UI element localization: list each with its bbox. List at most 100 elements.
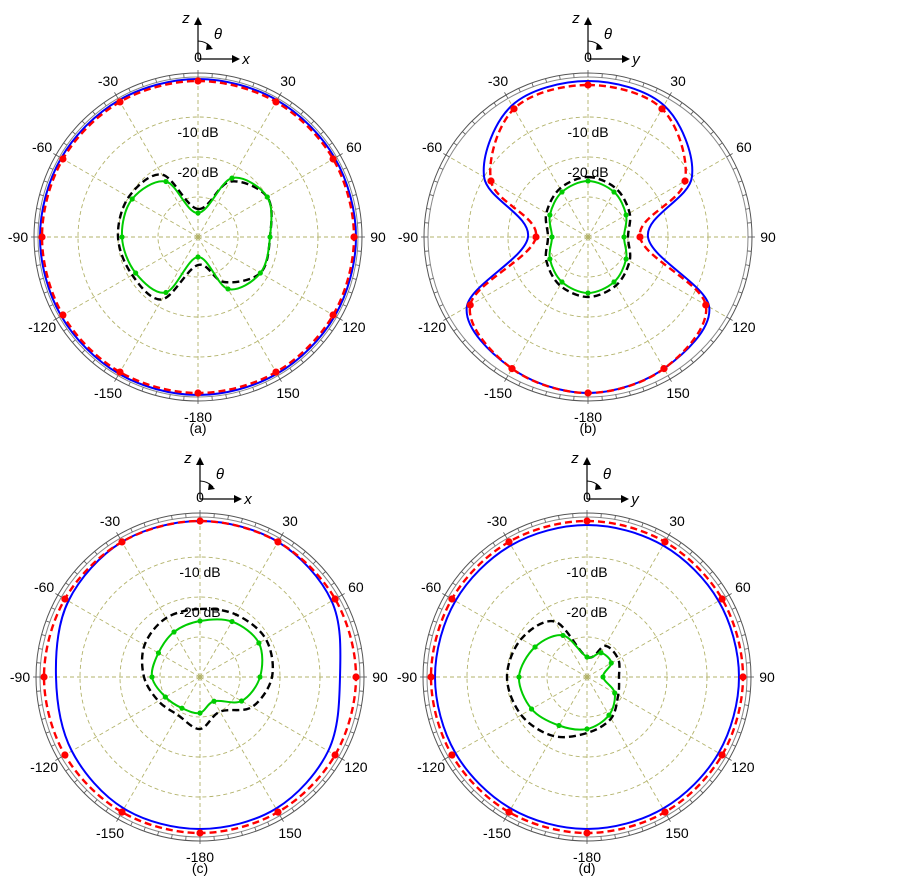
angle-tick: [519, 88, 521, 92]
angle-tick: [426, 209, 430, 210]
series-point: [467, 301, 474, 308]
angle-tick: [95, 551, 98, 554]
series-point: [556, 723, 561, 728]
series-point: [510, 105, 517, 112]
angle-tick-label: -90: [398, 229, 418, 245]
series-point: [636, 233, 643, 240]
angle-tick: [239, 79, 240, 83]
angle-tick-label: 30: [282, 513, 298, 529]
angle-tick: [49, 168, 53, 170]
angle-tick-label: 90: [370, 229, 386, 245]
arrowhead-right-icon: [622, 55, 630, 63]
angle-tick: [737, 621, 741, 622]
ring-label: -20 dB: [566, 604, 607, 620]
angle-tick: [737, 732, 741, 733]
series-point: [505, 538, 512, 545]
series-point: [658, 105, 665, 112]
series-point: [584, 726, 589, 731]
angle-tick: [142, 83, 143, 87]
series-point: [59, 155, 66, 162]
angle-tick: [559, 835, 560, 839]
angle-tick: [546, 79, 547, 83]
series-point: [171, 629, 176, 634]
angle-tick: [494, 368, 496, 371]
angle-tick: [329, 329, 332, 331]
series-point: [196, 829, 203, 836]
angle-tick-label: -120: [417, 759, 445, 775]
angle-tick-label: -90: [8, 229, 28, 245]
series-line-3: [152, 619, 263, 713]
series-point: [149, 674, 154, 679]
angle-tick: [738, 181, 742, 182]
series-point: [549, 234, 554, 239]
angle-tick-label: -60: [34, 579, 54, 595]
series-point: [119, 234, 124, 239]
angle-tick-label: 150: [666, 385, 690, 401]
angle-tick: [745, 705, 749, 706]
arrowhead-right-icon: [232, 55, 240, 63]
angle-tick: [355, 635, 359, 636]
angle-tick: [655, 822, 657, 826]
angle-tick: [616, 395, 617, 399]
angle-tick-label: -150: [484, 385, 512, 401]
radial-grid-line: [198, 237, 278, 376]
angle-tick: [482, 551, 485, 554]
series-point: [508, 365, 515, 372]
angle-tick: [429, 635, 433, 636]
angle-tick: [471, 790, 474, 793]
angle-tick: [743, 278, 747, 279]
series-point: [194, 389, 201, 396]
angle-tick: [628, 519, 629, 523]
angle-tick: [700, 561, 703, 564]
radial-grid-line: [588, 157, 727, 237]
angle-tick: [82, 121, 85, 124]
angle-tick: [64, 143, 67, 145]
angle-tick: [628, 832, 629, 836]
series-point: [59, 311, 66, 318]
angle-tick: [425, 649, 429, 650]
angle-tick: [691, 360, 694, 363]
series-point: [197, 710, 202, 715]
polar-chart-3: -10 dB-20 dB0306090120150-180-150-120-90…: [397, 450, 775, 876]
theta-arrow-icon: [206, 43, 213, 50]
angle-tick: [353, 278, 357, 279]
angle-tick: [49, 305, 53, 307]
polar-chart-1: -10 dB-20 dB0306090120150-180-150-120-90…: [398, 10, 776, 436]
angle-tick-label: -90: [10, 669, 30, 685]
angle-tick: [350, 732, 354, 733]
angle-tick-label: -90: [397, 669, 417, 685]
angle-tick-label: 150: [278, 825, 302, 841]
angle-tick: [226, 395, 227, 399]
angle-tick: [738, 292, 742, 293]
angle-tick: [439, 305, 443, 307]
angle-tick: [434, 292, 438, 293]
angle-tick: [679, 543, 681, 546]
angle-tick: [268, 822, 270, 826]
angle-tick: [313, 790, 316, 793]
angle-tick: [532, 83, 533, 87]
angle-tick: [329, 143, 332, 145]
series-point: [40, 673, 47, 680]
angle-tick: [331, 769, 334, 771]
series-point: [118, 809, 125, 816]
angle-tick-label: 90: [372, 669, 388, 685]
series-point: [61, 595, 68, 602]
angle-tick: [643, 387, 644, 391]
series-point: [585, 290, 590, 295]
angle-tick-label: -30: [100, 513, 120, 529]
angle-tick: [531, 523, 532, 527]
angle-tick: [546, 392, 547, 396]
angle-tick-label: -30: [488, 73, 508, 89]
series-point: [448, 751, 455, 758]
angle-tick: [66, 583, 69, 585]
angle-tick: [560, 75, 561, 79]
angle-tick: [46, 732, 50, 733]
angle-tick: [82, 350, 85, 353]
angle-tick: [321, 132, 324, 135]
angle-tick: [629, 79, 630, 83]
angle-tick: [615, 515, 616, 519]
angle-tick: [656, 382, 658, 386]
angle-tick: [93, 360, 96, 363]
ring-label: -20 dB: [179, 604, 220, 620]
angle-tick: [701, 121, 704, 124]
